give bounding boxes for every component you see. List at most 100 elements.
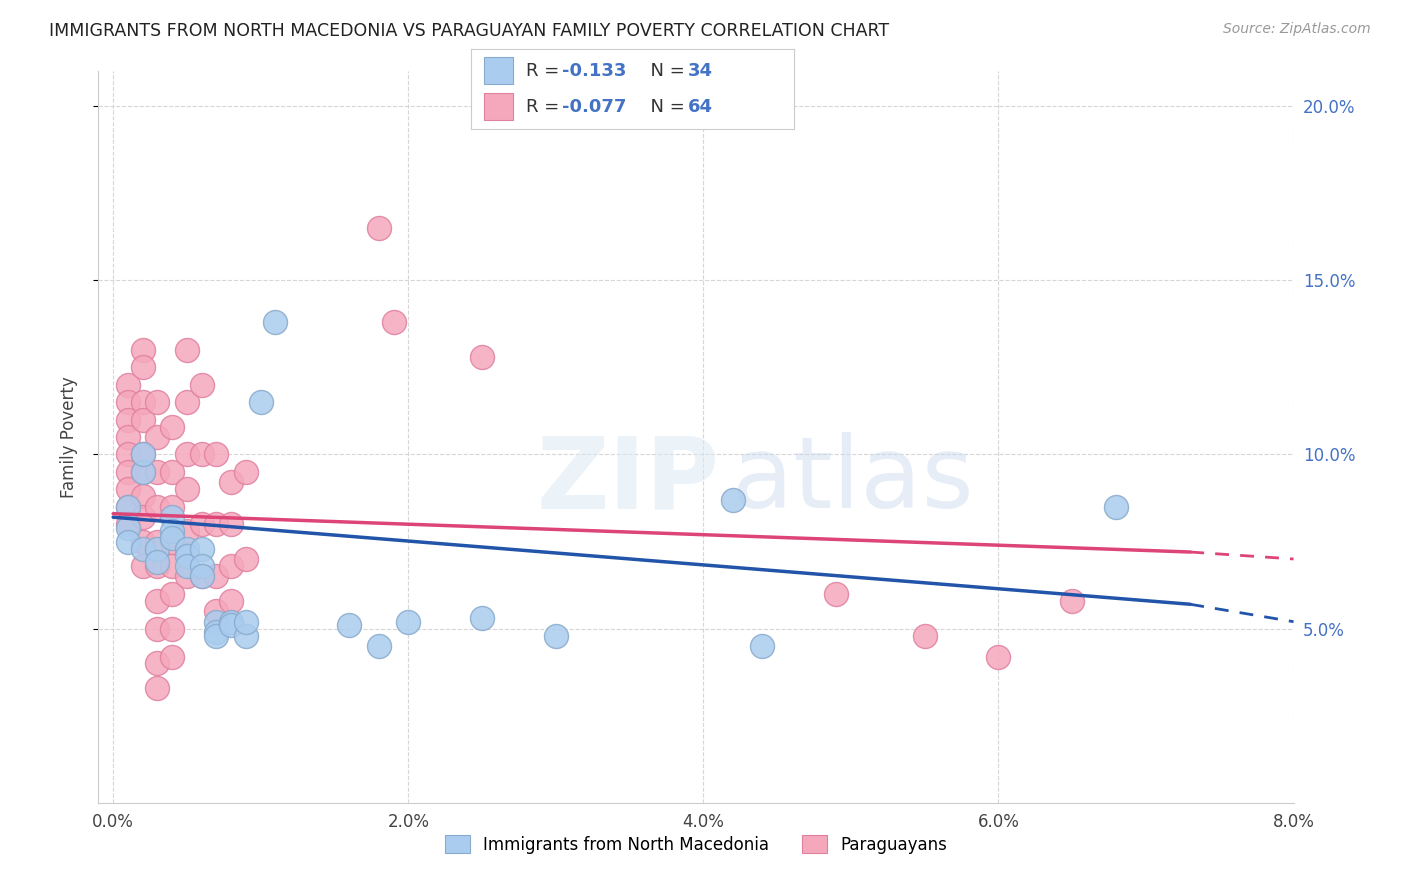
Point <box>146 500 169 514</box>
Point <box>190 569 212 583</box>
Point <box>160 510 183 524</box>
Point <box>396 615 419 629</box>
Point <box>117 412 139 426</box>
Point <box>131 558 153 573</box>
Point <box>219 615 242 629</box>
Point <box>146 681 169 695</box>
Point <box>160 534 183 549</box>
Point <box>131 360 153 375</box>
Bar <box>484 94 513 120</box>
Point <box>205 604 228 618</box>
Point <box>131 489 153 503</box>
Y-axis label: Family Poverty: Family Poverty <box>59 376 77 498</box>
Point <box>190 541 212 556</box>
Point <box>146 558 169 573</box>
Point <box>117 534 139 549</box>
Text: N =: N = <box>640 98 690 116</box>
Point <box>1062 594 1084 608</box>
Point <box>382 315 405 329</box>
Point <box>205 615 228 629</box>
Point <box>117 521 139 535</box>
Text: Source: ZipAtlas.com: Source: ZipAtlas.com <box>1223 22 1371 37</box>
Point <box>190 517 212 532</box>
Point <box>176 541 198 556</box>
Point <box>146 556 169 570</box>
Point <box>117 430 139 444</box>
Point <box>235 629 257 643</box>
Point <box>131 448 153 462</box>
Point <box>205 625 228 640</box>
Point <box>367 221 389 235</box>
Point <box>160 465 183 479</box>
Legend: Immigrants from North Macedonia, Paraguayans: Immigrants from North Macedonia, Paragua… <box>437 829 955 860</box>
Point <box>176 524 198 538</box>
Text: -0.133: -0.133 <box>561 62 626 79</box>
Point <box>190 377 212 392</box>
Point <box>160 587 183 601</box>
Point <box>117 395 139 409</box>
Point <box>176 395 198 409</box>
Point <box>190 558 212 573</box>
Point <box>190 448 212 462</box>
Point <box>146 622 169 636</box>
Point <box>146 541 169 556</box>
Point <box>367 639 389 653</box>
Point <box>176 549 198 563</box>
Point <box>160 524 183 538</box>
Point <box>176 343 198 357</box>
Point <box>146 594 169 608</box>
Point <box>160 419 183 434</box>
Point <box>205 569 228 583</box>
Point <box>131 343 153 357</box>
Point <box>176 569 198 583</box>
Point <box>235 615 257 629</box>
Text: R =: R = <box>526 98 565 116</box>
Text: N =: N = <box>640 62 690 79</box>
Point <box>131 534 153 549</box>
Point <box>131 541 153 556</box>
Point <box>117 500 139 514</box>
Point <box>1105 500 1128 514</box>
Point <box>146 395 169 409</box>
Point <box>160 500 183 514</box>
Point <box>117 465 139 479</box>
Point <box>146 465 169 479</box>
Point <box>751 639 773 653</box>
Point <box>117 517 139 532</box>
Point <box>219 558 242 573</box>
Point <box>160 531 183 545</box>
Point <box>249 395 271 409</box>
Text: R =: R = <box>526 62 565 79</box>
Point <box>117 483 139 497</box>
Point <box>721 492 744 507</box>
Point <box>219 594 242 608</box>
Point <box>264 315 287 329</box>
Text: 34: 34 <box>688 62 713 79</box>
Point <box>131 465 153 479</box>
Point <box>190 569 212 583</box>
Point <box>117 377 139 392</box>
Text: atlas: atlas <box>733 433 973 530</box>
Point <box>219 475 242 490</box>
Point <box>131 448 153 462</box>
Bar <box>484 57 513 84</box>
Point <box>825 587 848 601</box>
Text: 64: 64 <box>688 98 713 116</box>
Point <box>160 558 183 573</box>
Point <box>131 465 153 479</box>
Point <box>544 629 567 643</box>
Point <box>471 611 494 625</box>
Point <box>235 552 257 566</box>
Point <box>176 448 198 462</box>
Point <box>117 448 139 462</box>
Point <box>146 430 169 444</box>
Point <box>219 618 242 632</box>
Point <box>205 629 228 643</box>
Point <box>146 657 169 671</box>
Point <box>131 510 153 524</box>
Point <box>146 534 169 549</box>
Point <box>914 629 936 643</box>
Text: ZIP: ZIP <box>537 433 720 530</box>
Point <box>131 395 153 409</box>
Point <box>205 517 228 532</box>
